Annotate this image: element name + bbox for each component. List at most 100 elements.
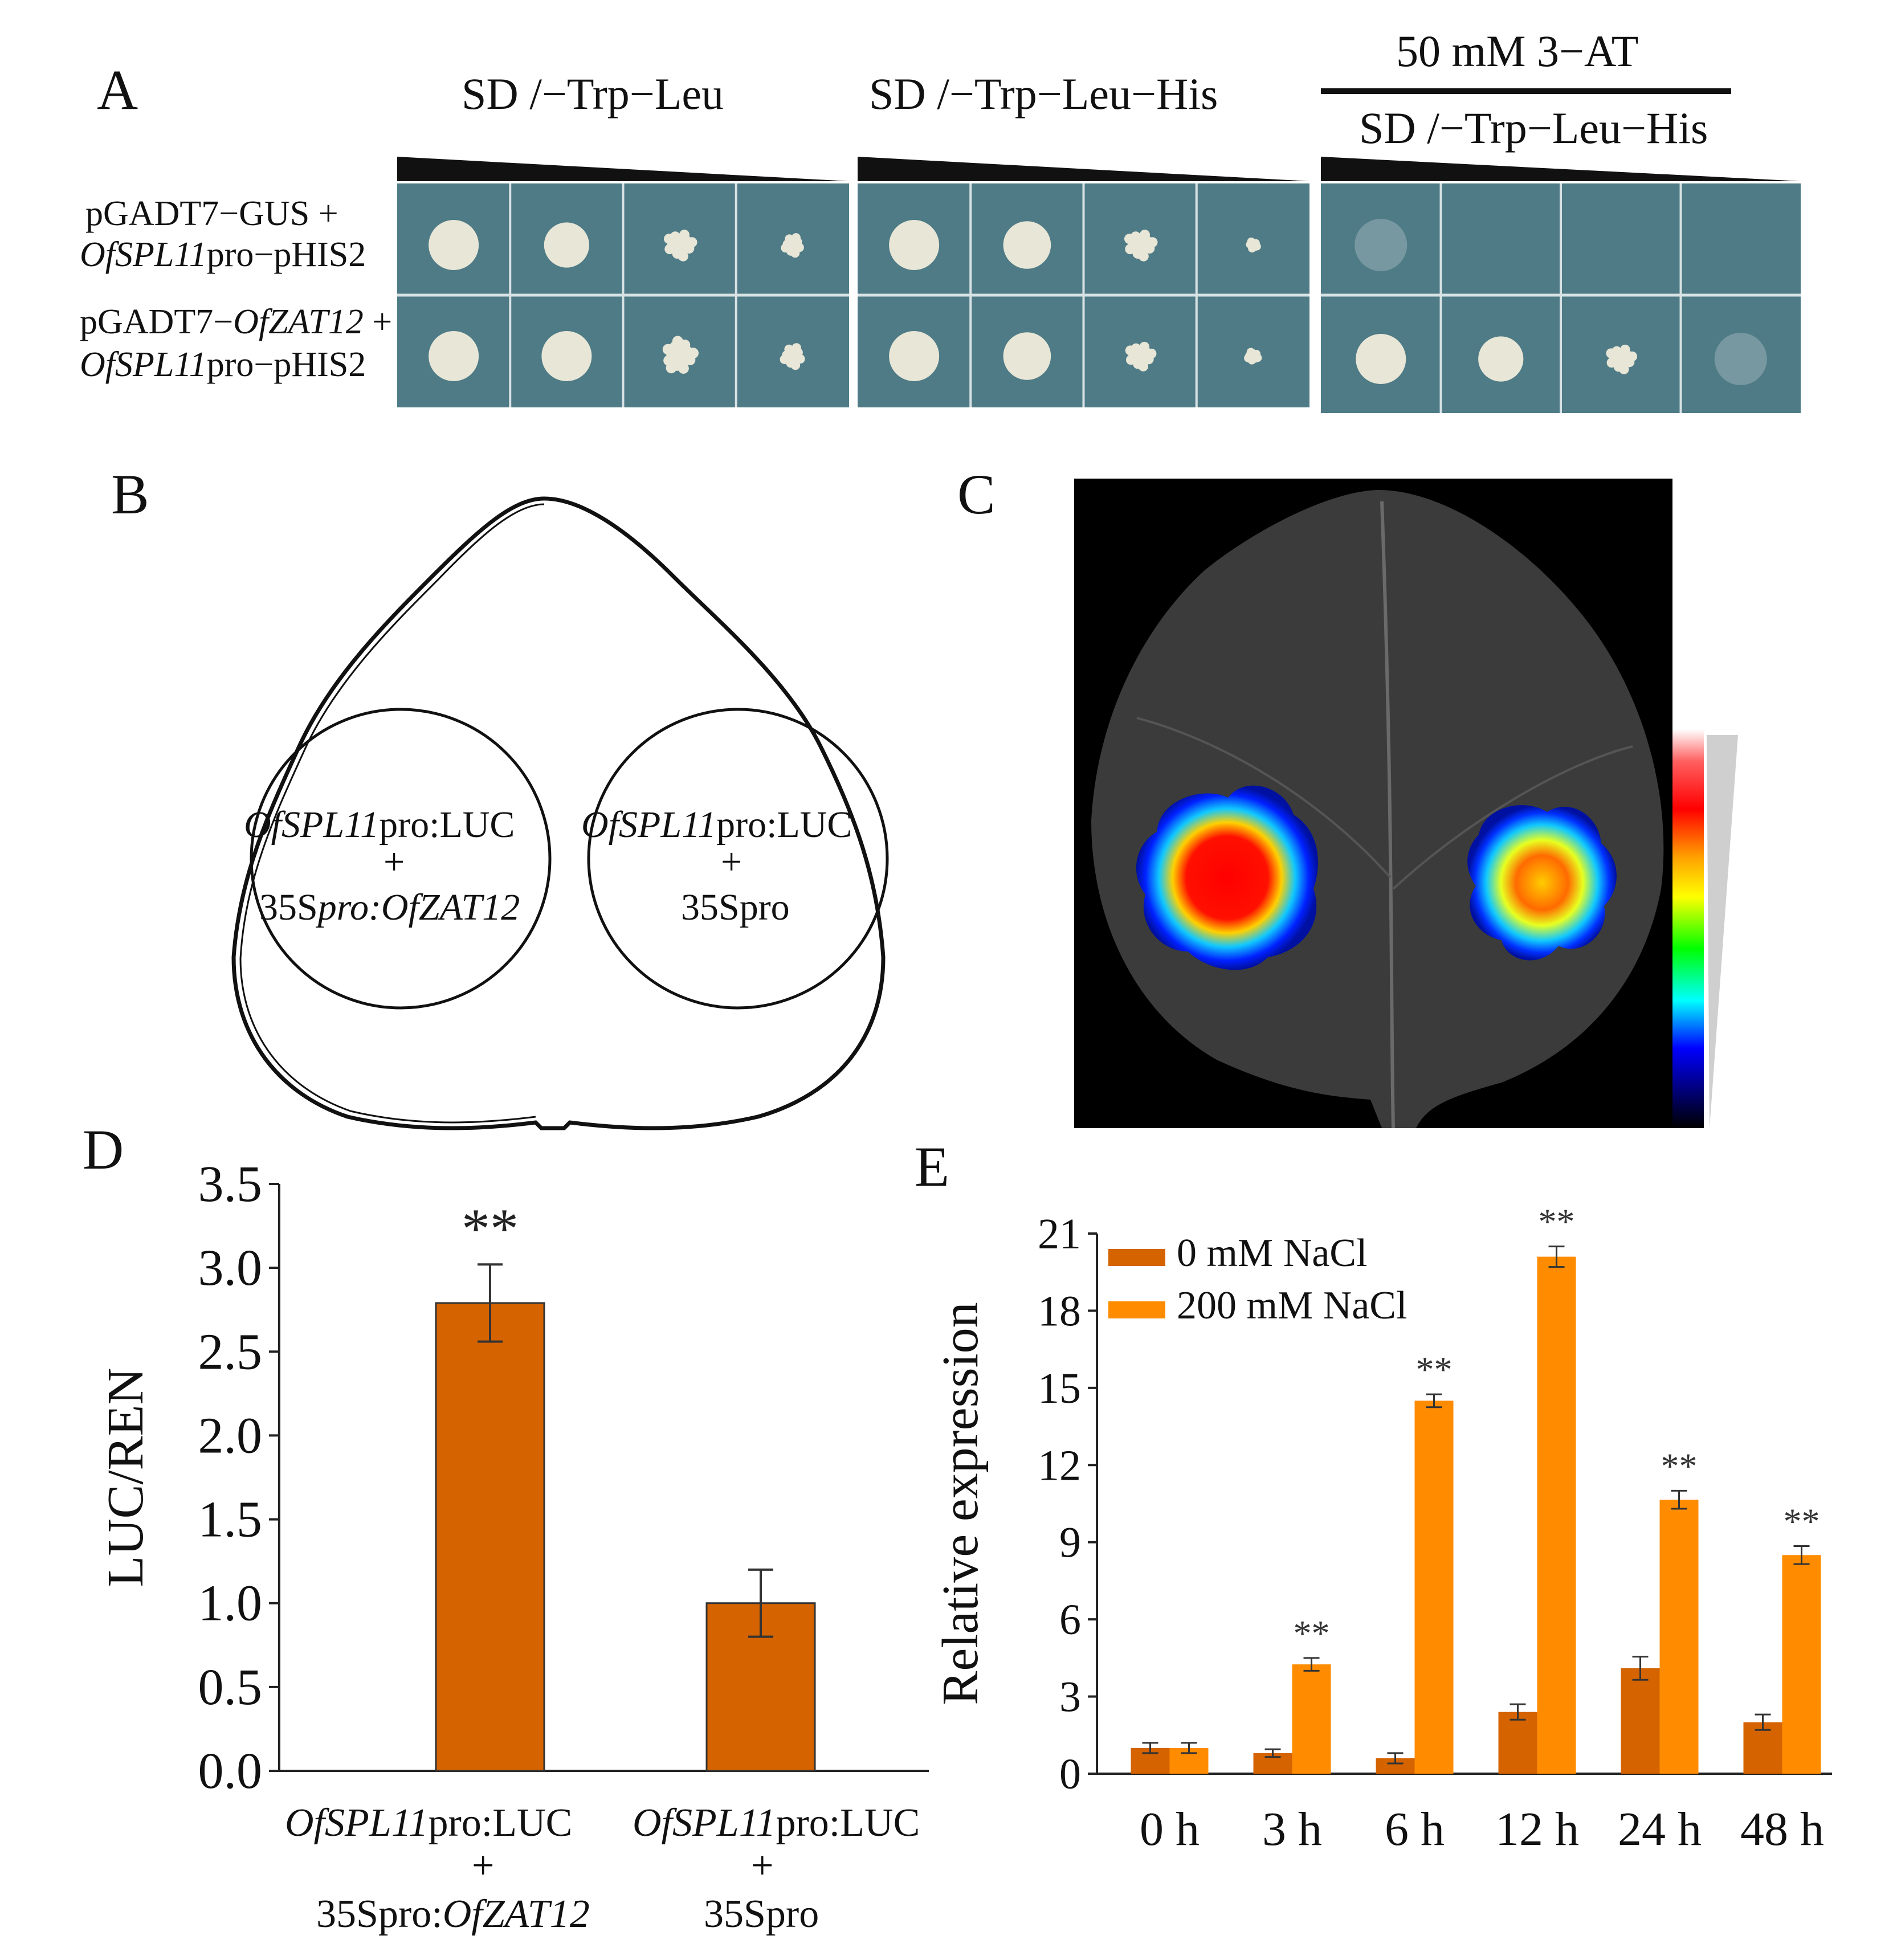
e-significance-label: ** [1784, 1501, 1820, 1541]
e-x-tick-label: 48 h [1740, 1803, 1824, 1856]
media-header-2: SD /−Trp−Leu−His [869, 69, 1218, 119]
yeast-colony [889, 331, 940, 381]
right-circle-plus: + [721, 841, 743, 883]
yeast-colony [1619, 364, 1629, 374]
d-y-tick-label: 2.0 [198, 1407, 263, 1464]
yeast-colony [679, 230, 690, 240]
treatment-divider [1321, 88, 1731, 94]
yeast-colony [1138, 251, 1149, 262]
d-y-axis-title: LUC/REN [97, 1367, 154, 1587]
yeast-colony [662, 344, 674, 355]
e-legend-label: 200 mM NaCl [1177, 1284, 1407, 1328]
yeast-colony [687, 348, 699, 359]
media-header-3: SD /−Trp−Leu−His [1359, 103, 1708, 153]
panel-B-letter: B [111, 463, 149, 526]
yeast-colony [429, 220, 479, 270]
e-bar [1498, 1712, 1537, 1774]
yeast-colony [780, 354, 790, 365]
luciferase-leaf-image [1074, 479, 1738, 1128]
yeast-colony [1124, 234, 1135, 244]
e-significance-label: ** [1416, 1349, 1453, 1390]
yeast-colony [1139, 230, 1150, 240]
yeast-colony [1627, 351, 1638, 362]
dilution-wedge-2 [858, 157, 1309, 181]
e-bar [1292, 1664, 1331, 1774]
yeast-colony [1125, 345, 1136, 356]
leaf-vein-right [1392, 745, 1633, 890]
panel-D-letter: D [83, 1118, 124, 1181]
e-bar [1414, 1400, 1454, 1774]
yeast-colony [1606, 348, 1616, 358]
left-circle-line1: OfSPL11pro:LUC [244, 803, 515, 847]
e-bar [1743, 1722, 1782, 1774]
e-x-tick-label: 12 h [1495, 1803, 1579, 1856]
row1-label-line1: pGADT7−GUS + [85, 194, 338, 233]
media-header-1: SD /−Trp−Leu [462, 69, 724, 119]
yeast-colony [429, 331, 479, 381]
row2-vector: pGADT7− [80, 303, 234, 341]
e-legend-label: 0 mM NaCl [1177, 1231, 1367, 1275]
yeast-colony [1606, 357, 1617, 368]
yeast-colony [663, 234, 674, 244]
panel-A-letter: A [97, 58, 138, 121]
e-bar [1621, 1668, 1660, 1774]
yeast-colony [790, 360, 801, 370]
right-circle-reporter: pro:LUC [716, 804, 852, 846]
yeast-colony [790, 248, 800, 258]
panel-E-letter: E [915, 1135, 950, 1198]
yeast-colony [1003, 221, 1051, 269]
d-xlabel-2-gene: OfSPL11 [633, 1801, 776, 1845]
yeast-colony [791, 233, 801, 243]
luc-signal-right [1467, 805, 1617, 961]
left-circle-reporter: pro:LUC [379, 804, 515, 846]
yeast-colony [1246, 348, 1255, 356]
e-y-tick-label: 9 [1059, 1519, 1081, 1567]
panel-C-letter: C [957, 463, 996, 526]
yeast-colony [1247, 237, 1255, 246]
yeast-colony [1253, 242, 1261, 251]
d-xlabel-1-line3: 35Spro:OfZAT12 [316, 1892, 590, 1937]
row2-gene-name: OfSPL11 [80, 345, 207, 384]
e-significance-label: ** [1294, 1613, 1330, 1653]
yeast-colony [792, 343, 801, 353]
d-bar [435, 1302, 545, 1772]
yeast-colony [784, 344, 794, 354]
yeast-colony [1253, 353, 1262, 362]
d-xlabel-1-line1: OfSPL11pro:LUC [285, 1800, 572, 1846]
right-circle-gene: OfSPL11 [581, 804, 717, 846]
yeast-spot-grid [397, 183, 1801, 413]
yeast-colony [1125, 244, 1136, 255]
d-xlabel-1-reporter: pro:LUC [428, 1801, 573, 1845]
yeast-colony [678, 251, 688, 262]
dilution-wedges [397, 157, 1801, 181]
e-x-tick-label: 24 h [1618, 1803, 1702, 1856]
treatment-3at: 50 mM 3−AT [1396, 26, 1639, 76]
yeast-colony [1146, 348, 1157, 359]
left-circle-promoter: 35S [259, 887, 318, 928]
yeast-colony [687, 237, 697, 248]
right-circle-line1: OfSPL11pro:LUC [581, 803, 852, 847]
row1-construct: pro−pHIS2 [206, 235, 366, 274]
yeast-colony [664, 244, 675, 255]
yeast-colony [889, 220, 940, 270]
d-xlabel-2-plus: + [751, 1844, 774, 1888]
e-y-tick-label: 3 [1059, 1673, 1081, 1721]
dilution-wedge-1 [397, 157, 849, 181]
luc-signal-left [1136, 785, 1318, 970]
d-xlabel-2-reporter: pro:LUC [776, 1801, 920, 1845]
right-circle-line3: 35Spro [681, 887, 790, 928]
infiltration-circle-right [587, 708, 889, 1010]
row2-construct: pro−pHIS2 [206, 345, 366, 384]
row2-label-line1: pGADT7−OfZAT12 + [80, 302, 392, 342]
e-significance-label: ** [1539, 1202, 1575, 1242]
left-circle-gene: OfSPL11 [244, 804, 380, 846]
d-y-tick-label: 1.0 [198, 1575, 263, 1632]
e-y-tick-label: 18 [1038, 1287, 1081, 1335]
d-significance-label: ** [462, 1197, 519, 1260]
d-y-tick-label: 0.5 [198, 1659, 263, 1716]
yeast-colony [541, 331, 592, 381]
d-xlabel-1-promoter: 35Spro: [316, 1892, 443, 1936]
e-legend-swatch [1108, 1249, 1165, 1266]
e-legend-swatch [1108, 1301, 1165, 1318]
leaf-diagram [231, 496, 889, 1130]
